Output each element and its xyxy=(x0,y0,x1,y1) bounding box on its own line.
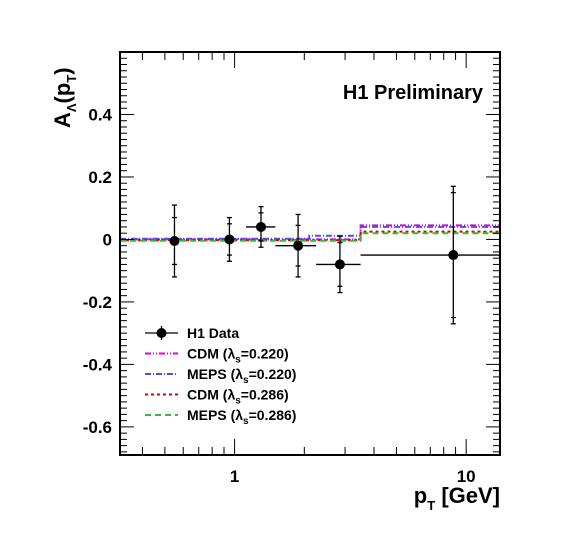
legend-label: H1 Data xyxy=(187,325,239,341)
data-point-6 xyxy=(360,185,500,325)
legend-entry-4: MEPS (λs=0.286) xyxy=(145,407,296,427)
legend-entry-data: H1 Data xyxy=(145,325,239,341)
y-title-arg-sub: T xyxy=(64,75,79,83)
legend-entry-3: CDM (λs=0.286) xyxy=(145,387,289,407)
legend-label: CDM (λs=0.286) xyxy=(187,387,289,407)
model-curve-4 xyxy=(120,232,500,242)
model-curve-2 xyxy=(120,225,500,240)
data-point-5 xyxy=(316,235,361,294)
y-tick-label: 0 xyxy=(103,230,112,249)
model-curves xyxy=(120,224,500,242)
axes xyxy=(119,51,501,456)
legend-label: MEPS (λs=0.220) xyxy=(187,366,296,386)
x-axis-title: pT [GeV] xyxy=(414,483,500,513)
y-tick-label: -0.2 xyxy=(83,293,112,312)
data-point-3 xyxy=(245,205,276,248)
legend-entry-2: MEPS (λs=0.220) xyxy=(145,366,296,386)
data-point-1 xyxy=(169,204,180,278)
x-tick-label: 10 xyxy=(457,467,476,486)
legend-marker xyxy=(156,328,167,338)
plot-frame xyxy=(119,51,501,456)
x-title-rest: [GeV] xyxy=(435,483,500,508)
marker xyxy=(224,234,235,245)
marker xyxy=(334,259,345,270)
y-tick-label: 0.2 xyxy=(88,168,112,187)
legend: H1 Data CDM (λs=0.220)MEPS (λs=0.220)CDM … xyxy=(145,325,296,427)
y-tick-label: -0.6 xyxy=(83,418,112,437)
marker xyxy=(169,236,180,247)
y-tick-label: 0.4 xyxy=(88,105,112,124)
marker xyxy=(448,250,459,261)
legend-label: MEPS (λs=0.286) xyxy=(187,407,296,427)
y-title-sub: Λ xyxy=(64,103,79,112)
legend-entry-1: CDM (λs=0.220) xyxy=(145,346,289,366)
marker xyxy=(255,221,266,232)
legend-label: CDM (λs=0.220) xyxy=(187,346,289,366)
x-title-sub: T xyxy=(427,498,435,513)
svg-text:AΛ(pT): AΛ(pT) xyxy=(50,67,79,128)
y-title-close: ) xyxy=(50,67,75,74)
data-point-4 xyxy=(275,213,317,278)
y-tick-label: -0.4 xyxy=(83,355,113,374)
x-tick-label: 1 xyxy=(230,467,239,486)
tick-labels: 1 10 0.4 0.2 0 -0.2 -0.4 -0.6 xyxy=(83,105,476,486)
watermark: H1 Preliminary xyxy=(343,82,484,104)
marker xyxy=(293,240,304,251)
y-title-main: A xyxy=(50,112,75,128)
y-axis-title: AΛ(pT) xyxy=(50,67,79,128)
data-point-2 xyxy=(224,216,235,262)
data-points xyxy=(169,185,500,325)
y-title-arg: (p xyxy=(50,83,75,104)
x-title-main: p xyxy=(414,483,427,508)
